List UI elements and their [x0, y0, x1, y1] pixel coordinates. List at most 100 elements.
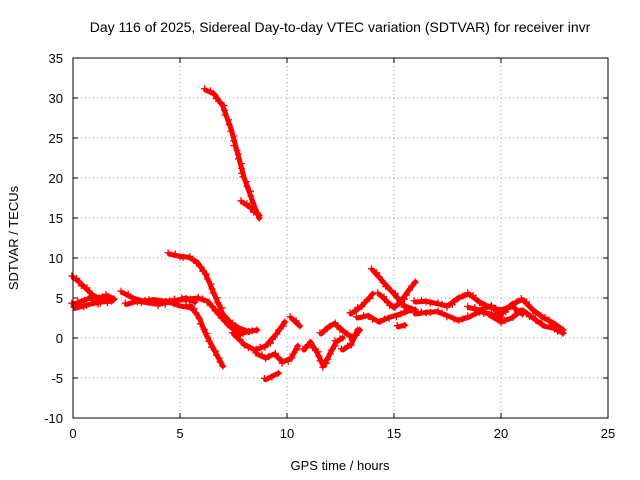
data-point: [358, 303, 366, 311]
data-point: [417, 296, 425, 304]
data-point: [103, 299, 111, 307]
data-point: [459, 292, 467, 300]
data-point: [225, 121, 233, 129]
data-point: [195, 315, 203, 323]
data-point: [315, 352, 323, 360]
data-point: [296, 322, 304, 330]
data-point: [464, 289, 472, 297]
x-tick-label: 25: [601, 426, 615, 441]
data-point: [366, 295, 374, 303]
data-point: [243, 182, 251, 190]
data-point: [96, 299, 104, 307]
data-point: [386, 301, 394, 309]
data-point: [171, 250, 179, 258]
data-point: [337, 345, 345, 353]
data-point: [394, 293, 402, 301]
tick-layer: 0 5 10 15 20 25 -10 -5 0 5 10 15 20 25 30 35: [44, 51, 615, 441]
data-point: [369, 290, 377, 298]
data-point: [117, 287, 125, 295]
data-point: [364, 312, 372, 320]
data-point: [218, 304, 226, 312]
y-axis-label: SDTVAR / TECUs: [6, 185, 21, 290]
data-point: [90, 299, 97, 307]
data-point: [471, 304, 479, 312]
data-point: [497, 319, 505, 327]
data-point: [261, 343, 269, 351]
data-point: [369, 315, 376, 323]
data-point: [518, 307, 526, 315]
data-point: [537, 319, 545, 327]
data-point: [275, 326, 283, 334]
data-point: [438, 300, 446, 308]
data-point: [274, 369, 282, 377]
data-point: [266, 339, 274, 347]
data-point: [348, 336, 356, 344]
data-point: [400, 303, 408, 311]
data-point: [121, 299, 129, 307]
data-point: [187, 295, 195, 303]
data-point: [501, 317, 509, 325]
series-arc-10: [237, 197, 263, 220]
series-arc-7: [171, 293, 252, 339]
data-point: [208, 285, 216, 293]
data-point: [376, 317, 384, 325]
series-arc-25: [464, 294, 567, 334]
data-point: [182, 296, 190, 304]
data-point: [236, 336, 244, 344]
series-trace: [288, 315, 303, 329]
data-point: [375, 273, 383, 281]
data-point: [108, 297, 115, 305]
data-point: [80, 303, 88, 311]
data-point: [426, 299, 434, 307]
data-point: [253, 326, 261, 334]
data-point: [204, 333, 212, 341]
data-point: [252, 349, 260, 357]
data-point: [354, 304, 362, 311]
data-point: [239, 329, 247, 337]
data-point: [455, 316, 463, 324]
data-point: [154, 302, 162, 310]
data-point: [347, 341, 355, 349]
data-point: [316, 329, 324, 337]
y-tick-label: 0: [56, 331, 63, 346]
data-point: [402, 291, 410, 299]
data-point: [197, 263, 205, 271]
data-point: [207, 87, 215, 95]
data-point: [417, 308, 425, 316]
x-axis-label: GPS time / hours: [291, 458, 390, 473]
data-point: [145, 298, 153, 306]
data-point: [278, 359, 286, 367]
data-point: [496, 311, 504, 319]
data-point: [323, 359, 331, 367]
data-point: [326, 350, 334, 358]
data-point: [164, 249, 172, 257]
data-point: [237, 197, 245, 205]
data-point: [354, 326, 362, 334]
data-point: [221, 111, 229, 119]
data-point: [243, 200, 251, 208]
series-arc-11: [228, 318, 289, 353]
series-arc-12: [252, 342, 302, 367]
data-point: [244, 344, 252, 352]
data-point: [288, 354, 296, 362]
data-point: [537, 312, 545, 320]
data-point: [293, 346, 301, 354]
data-point: [194, 293, 202, 301]
data-point: [93, 298, 100, 306]
data-point: [504, 305, 512, 313]
y-tick-label: -10: [44, 411, 63, 426]
data-point: [316, 357, 324, 365]
data-point: [532, 309, 539, 317]
data-point: [258, 351, 266, 359]
data-point: [211, 307, 219, 315]
x-tick-label: 0: [69, 426, 76, 441]
data-point: [171, 295, 178, 303]
y-tick-label: 5: [56, 291, 63, 306]
chart-title: Day 116 of 2025, Sidereal Day-to-day VTE…: [90, 19, 591, 35]
data-point: [211, 347, 219, 355]
data-point: [240, 341, 248, 349]
data-point: [401, 295, 408, 303]
data-point: [339, 334, 347, 342]
data-point: [309, 344, 317, 352]
data-point: [268, 373, 276, 381]
